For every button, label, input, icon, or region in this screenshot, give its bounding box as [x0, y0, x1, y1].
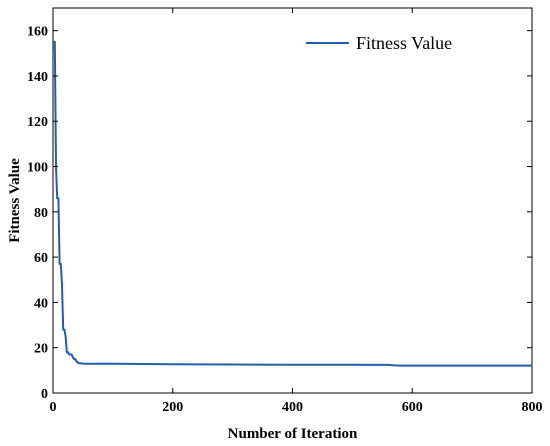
y-tick-label: 80	[34, 206, 48, 221]
y-tick-label: 100	[27, 161, 48, 176]
y-tick-label: 160	[27, 25, 48, 40]
y-tick-label: 140	[27, 70, 48, 85]
y-axis-title: Fitness Value	[7, 158, 23, 243]
series-line-fitness-value	[53, 41, 532, 367]
y-tick-label: 40	[34, 296, 48, 311]
x-tick-label: 400	[282, 400, 303, 415]
x-tick-label: 800	[522, 400, 543, 415]
x-tick-label: 0	[50, 400, 57, 415]
x-tick-label: 600	[402, 400, 423, 415]
plot-frame	[52, 7, 533, 394]
x-axis-title: Number of Iteration	[228, 426, 358, 442]
plot-area	[52, 7, 533, 394]
y-tick-label: 20	[34, 342, 48, 357]
y-tick-label: 60	[34, 251, 48, 266]
y-tick-label: 120	[27, 115, 48, 130]
x-axis-ticks: 0 200 400 600 800	[50, 8, 543, 415]
y-axis-ticks: 0 20 40 60 80 100 120 140 160	[27, 25, 532, 402]
legend: Fitness Value	[306, 33, 452, 53]
y-tick-label: 0	[41, 387, 48, 402]
x-tick-label: 200	[162, 400, 183, 415]
legend-label-fitness-value: Fitness Value	[356, 33, 452, 53]
